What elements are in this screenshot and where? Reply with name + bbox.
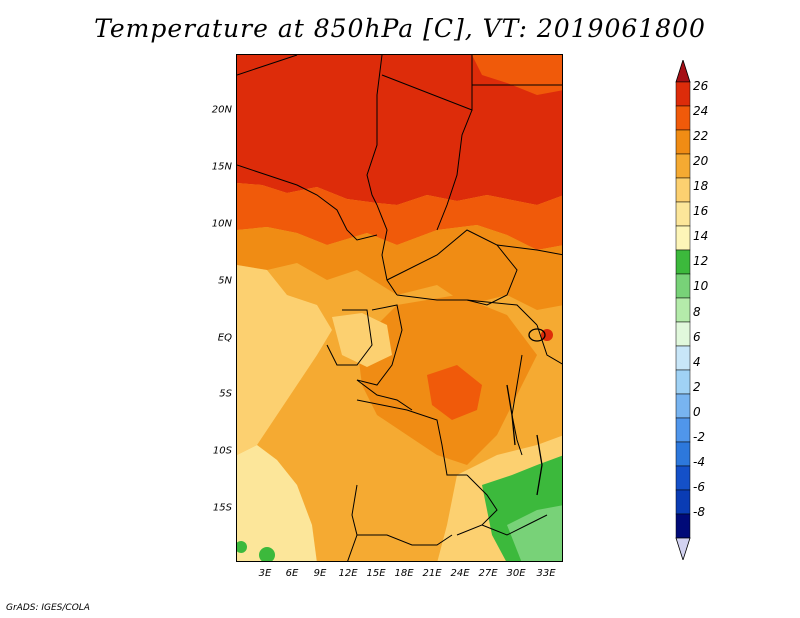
colorbar-swatch-0-2	[675, 369, 691, 395]
colorbar-swatch-18-20	[675, 153, 691, 179]
colorbar-bottom-arrow	[675, 537, 691, 560]
lon-label-18e: 18E	[394, 568, 414, 579]
lon-label-9e: 9E	[313, 568, 327, 579]
lake-malawi	[536, 434, 543, 496]
lakes	[506, 328, 546, 496]
gabon-pale-patch	[332, 313, 392, 367]
lat-label-10n: 10N	[211, 218, 232, 230]
border-drc-north	[396, 294, 538, 326]
border-congo	[356, 304, 403, 386]
lon-label-27e: 27E	[478, 568, 498, 579]
border-mali-niger	[237, 55, 298, 76]
colorbar-label: 16	[693, 204, 709, 219]
hot-north-region	[237, 55, 562, 205]
colorbar-label: 26	[693, 79, 709, 93]
map-title: Temperature at 850hPa [C], VT: 201906180…	[94, 14, 706, 43]
colorbar-label: 22	[693, 129, 709, 144]
colorbar-label: 24	[693, 104, 709, 119]
lon-label-6e: 6E	[285, 568, 299, 579]
lon-label-21e: 21E	[422, 568, 442, 579]
colorbar-swatch-6-8	[675, 297, 691, 323]
west-coast-cool-region	[237, 265, 332, 455]
border-zimbabwe	[481, 514, 548, 536]
colorbar-label: -2	[693, 429, 705, 444]
colorbar-top-arrow	[675, 60, 691, 83]
colorbar-swatch-20-22	[675, 129, 691, 155]
border-zambia	[456, 474, 498, 536]
border-cameroon	[376, 204, 398, 296]
lat-label-20n: 20N	[211, 104, 232, 116]
colorbar-swatch-12-14	[675, 225, 691, 251]
colorbar-swatch-bottom-navy	[675, 513, 691, 539]
lon-label-33e: 33E	[536, 568, 556, 579]
colorbar-label: 4	[693, 354, 701, 369]
colorbar-label: 20	[693, 154, 709, 169]
lon-label-12e: 12E	[338, 568, 358, 579]
colorbar-swatch-4-6	[675, 321, 691, 347]
colorbar	[675, 60, 691, 560]
green-patch-corner	[237, 541, 247, 553]
colorbar-swatch-14-16	[675, 201, 691, 227]
colorbar-label: -6	[693, 479, 705, 494]
border-niger-chad	[366, 55, 383, 206]
colorbar-swatch--2-0	[675, 393, 691, 419]
colorbar-label: 6	[693, 329, 701, 344]
lat-label-15n: 15N	[211, 161, 232, 173]
temperature-map	[236, 54, 563, 562]
colorbar-swatch-10-12	[675, 249, 691, 275]
grads-credit: GrADS: IGES/COLA	[6, 603, 90, 613]
lat-label-5n: 5N	[218, 275, 232, 287]
colorbar-swatch-22-24	[675, 105, 691, 131]
colorbar-label: 12	[693, 254, 709, 269]
colorbar-swatch-24-26	[675, 81, 691, 107]
lat-label-eq: EQ	[217, 332, 232, 344]
border-angola	[356, 399, 467, 476]
colorbar-swatch-8-10	[675, 273, 691, 299]
border-nigeria	[237, 164, 378, 241]
colorbar-swatch--8--6	[675, 465, 691, 491]
lake-tanganyika	[506, 384, 516, 446]
colorbar-swatch-2-4	[675, 345, 691, 371]
lon-label-30e: 30E	[506, 568, 526, 579]
colorbar-swatch-16-18	[675, 177, 691, 203]
lat-label-5s: 5S	[219, 388, 232, 400]
colorbar-label: -4	[693, 454, 705, 469]
colorbar-label: 2	[693, 379, 701, 394]
lon-label-15e: 15E	[366, 568, 386, 579]
colorbar-label: 10	[693, 279, 709, 294]
colorbar-label: 0	[693, 404, 701, 419]
border-chad-sudan	[436, 109, 473, 231]
border-gabon	[326, 309, 373, 366]
colorbar-label: -8	[693, 505, 705, 519]
band-22-24	[237, 183, 562, 250]
lat-label-10s: 10S	[212, 445, 232, 457]
colorbar-label: 18	[693, 179, 709, 194]
border-angola-south	[357, 534, 453, 546]
warm-core-patch	[427, 365, 482, 420]
colorbar-swatch-below-8	[675, 489, 691, 515]
lake-victoria	[528, 328, 546, 342]
country-borders	[237, 55, 562, 561]
southeast-lightgreen-region	[507, 505, 562, 561]
southwest-pale-region	[237, 445, 317, 561]
lat-label-15s: 15S	[212, 502, 232, 514]
border-drc-west	[356, 379, 413, 411]
border-ssudan	[496, 244, 562, 256]
border-south-1	[347, 484, 358, 561]
colorbar-swatch--4--2	[675, 417, 691, 443]
map-canvas	[237, 55, 562, 561]
green-patch-sw	[259, 547, 275, 561]
band-20-22	[237, 225, 562, 310]
colorbar-label: 14	[693, 229, 709, 244]
border-tanzania	[536, 324, 562, 365]
colorbar-label: 8	[693, 304, 701, 319]
lon-label-3e: 3E	[258, 568, 272, 579]
colorbar-swatch--6--4	[675, 441, 691, 467]
border-car	[386, 229, 518, 306]
lon-label-24e: 24E	[450, 568, 470, 579]
